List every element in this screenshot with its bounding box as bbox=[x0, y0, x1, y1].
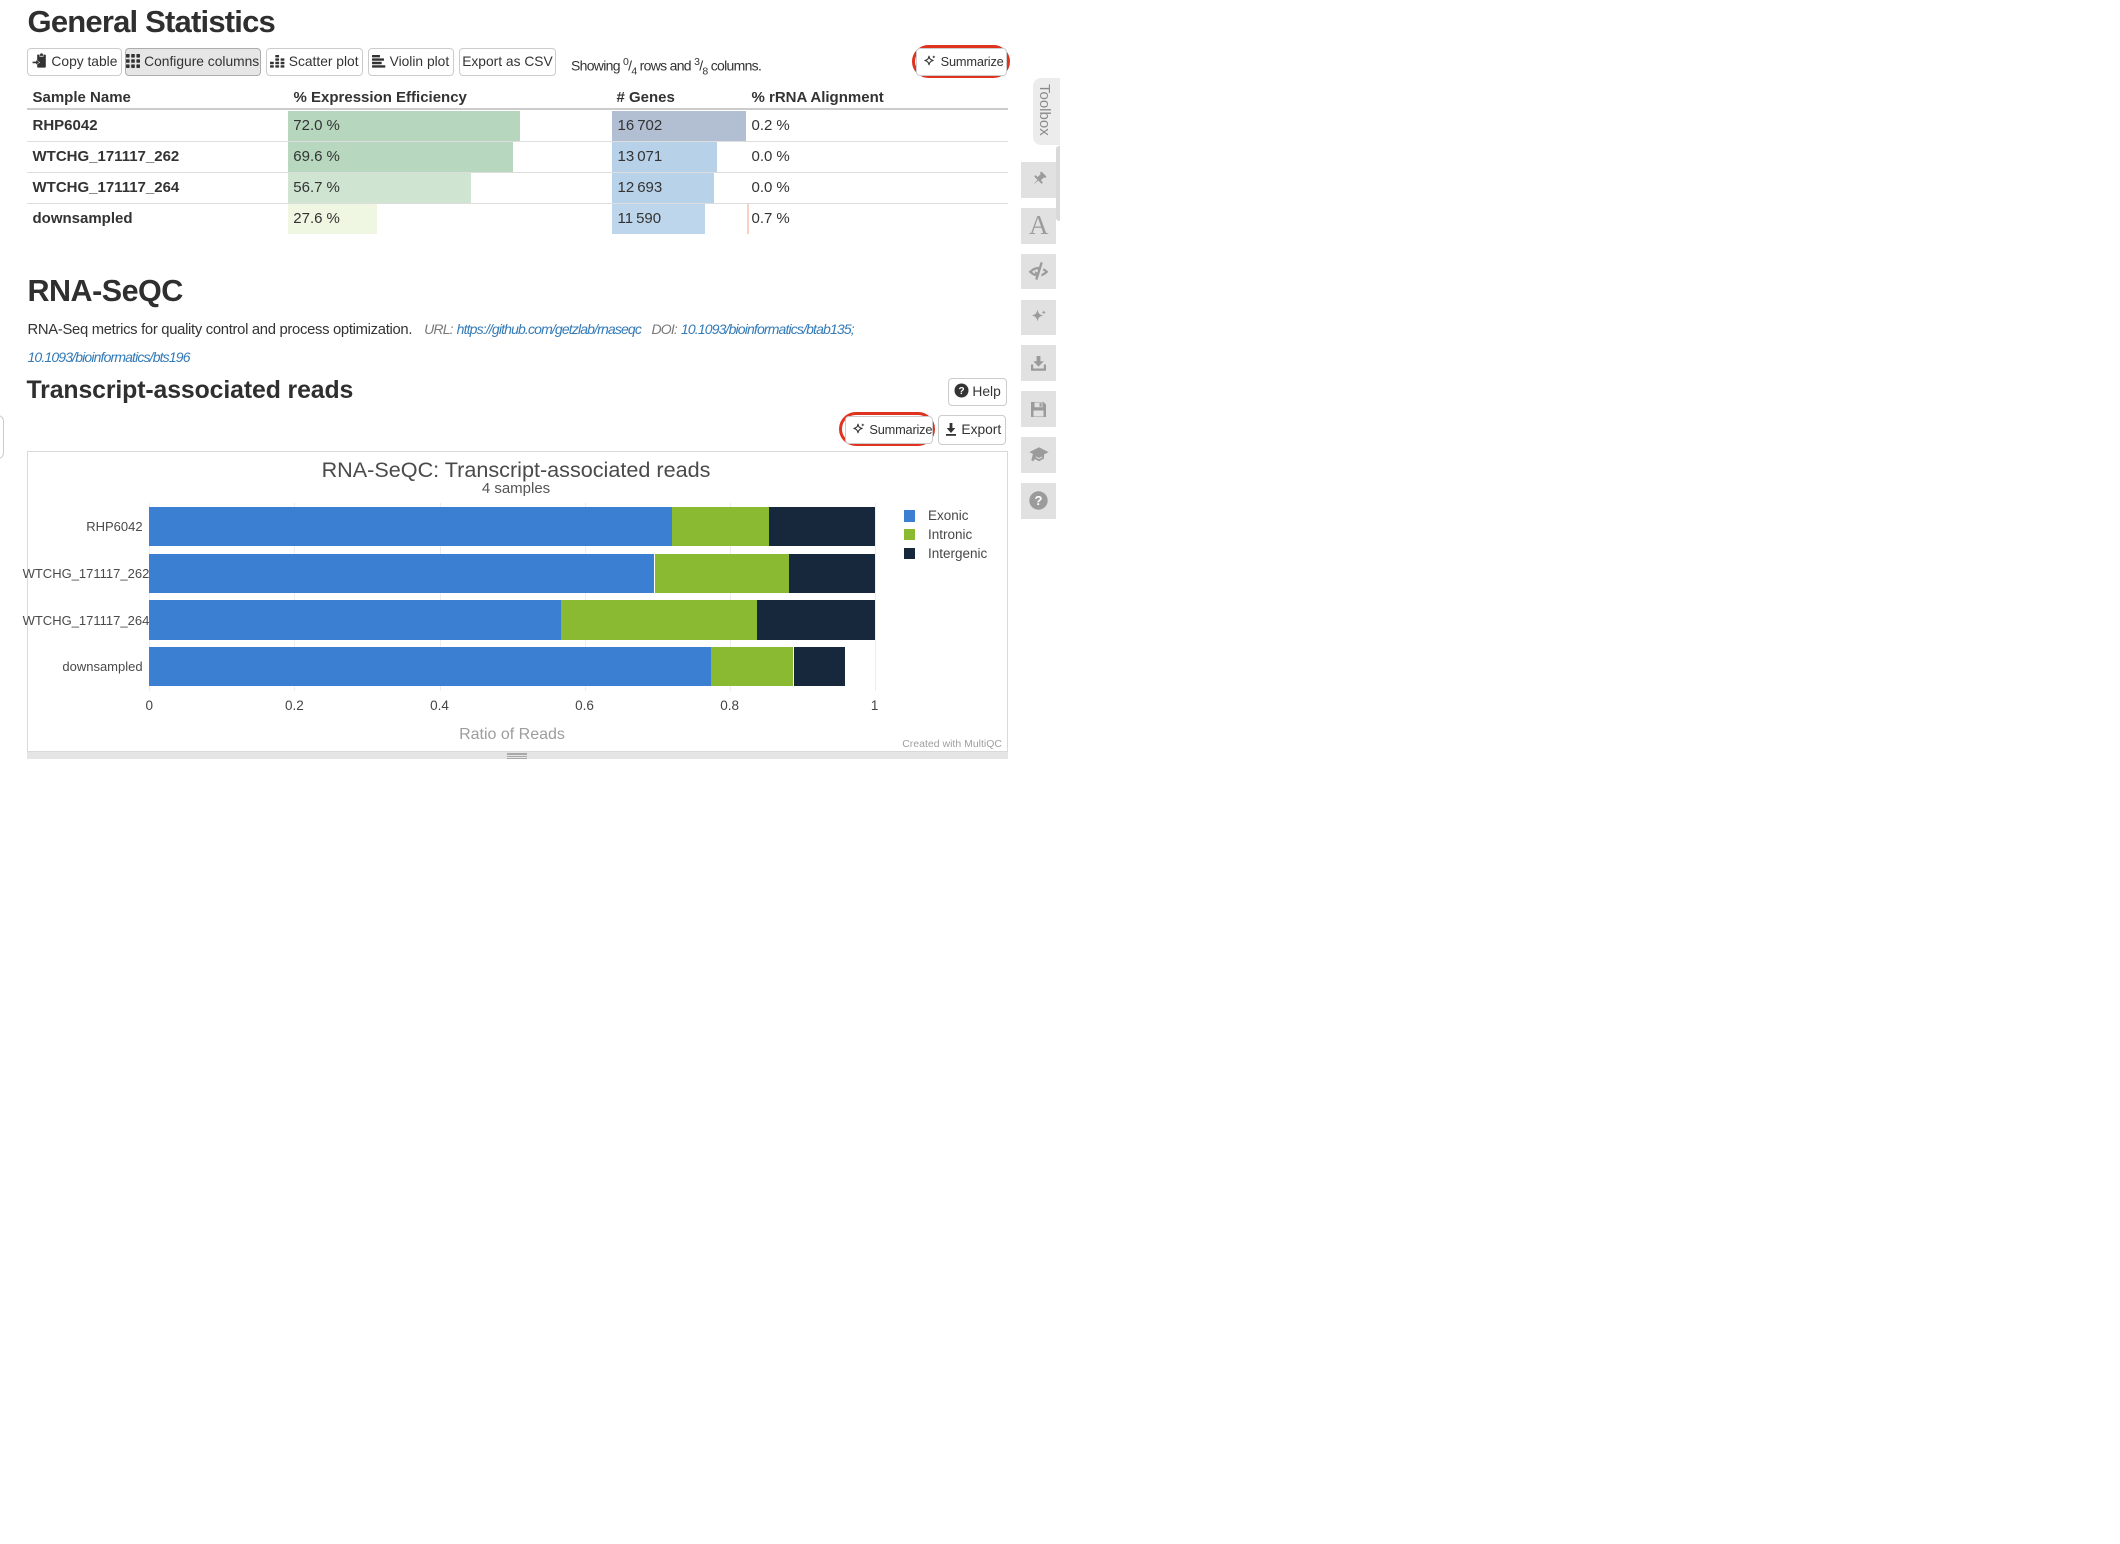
svg-text:?: ? bbox=[958, 386, 964, 397]
svg-text:?: ? bbox=[1035, 493, 1043, 508]
